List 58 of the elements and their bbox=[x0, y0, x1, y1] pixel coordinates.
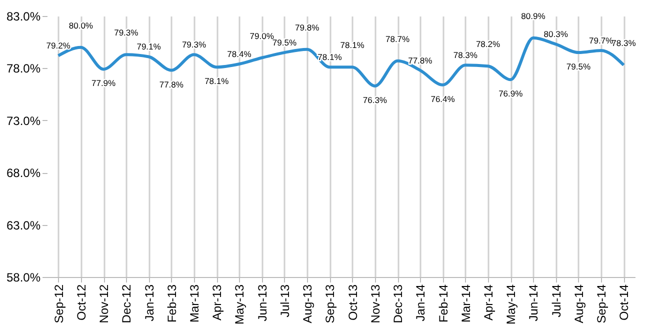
y-tick-label: 78.0% bbox=[6, 62, 41, 76]
data-label: 78.1% bbox=[318, 52, 342, 62]
data-label: 79.7% bbox=[589, 35, 614, 46]
data-label: 80.9% bbox=[521, 10, 546, 21]
x-tick-label: Jun-13 bbox=[255, 284, 270, 322]
data-label: 78.7% bbox=[385, 34, 410, 44]
data-label: 79.5% bbox=[272, 38, 297, 48]
data-label: 79.3% bbox=[114, 28, 139, 38]
x-tick-label: Apr-13 bbox=[210, 284, 224, 321]
data-label: 79.8% bbox=[295, 22, 320, 32]
y-tick-label: 68.0% bbox=[6, 166, 41, 180]
x-tick-label: Jul-14 bbox=[549, 284, 564, 318]
data-label: 80.0% bbox=[68, 20, 94, 30]
x-tick-label: Aug-14 bbox=[572, 284, 586, 324]
x-tick-label: Nov-12 bbox=[97, 284, 112, 324]
data-label: 79.1% bbox=[136, 42, 162, 52]
y-tick-label: 58.0% bbox=[6, 270, 41, 284]
x-tick-label: Mar-14 bbox=[458, 284, 473, 323]
x-tick-label: Oct-14 bbox=[617, 284, 632, 321]
x-tick-label: Jan-13 bbox=[142, 284, 156, 322]
y-tick-label: 63.0% bbox=[6, 218, 41, 232]
x-tick-label: May-13 bbox=[232, 284, 247, 325]
x-tick-label: Dec-13 bbox=[391, 284, 406, 324]
x-tick-label: Dec-12 bbox=[120, 284, 134, 324]
data-label: 78.1% bbox=[204, 76, 230, 86]
x-tick-label: Oct-12 bbox=[74, 284, 88, 321]
data-label: 78.2% bbox=[476, 39, 500, 50]
x-tick-label: May-14 bbox=[504, 284, 518, 325]
x-tick-label: Sep-14 bbox=[594, 284, 609, 324]
data-label: 79.3% bbox=[182, 40, 206, 50]
data-label: 80.3% bbox=[544, 29, 568, 40]
x-tick-label: Oct-13 bbox=[346, 284, 360, 321]
x-tick-label: Apr-14 bbox=[482, 284, 496, 321]
x-tick-label: Jul-13 bbox=[278, 284, 292, 318]
x-tick-label: Sep-13 bbox=[323, 284, 338, 324]
x-tick-label: Jan-14 bbox=[414, 284, 428, 322]
data-label: 79.5% bbox=[566, 62, 591, 72]
data-label: 78.4% bbox=[227, 49, 252, 60]
data-label: 77.8% bbox=[159, 79, 184, 90]
data-label: 78.3% bbox=[453, 50, 478, 60]
data-label: 77.8% bbox=[408, 55, 433, 66]
x-tick-label: Feb-14 bbox=[436, 284, 450, 323]
x-tick-label: Sep-12 bbox=[52, 284, 66, 324]
x-tick-label: Nov-13 bbox=[368, 284, 382, 324]
data-label: 78.1% bbox=[340, 40, 365, 50]
data-label: 79.0% bbox=[250, 30, 274, 41]
data-label: 76.9% bbox=[498, 88, 524, 99]
x-tick-label: Feb-13 bbox=[164, 284, 179, 323]
data-label: 77.9% bbox=[91, 78, 116, 88]
x-tick-label: Jun-14 bbox=[526, 284, 541, 322]
data-label: 79.2% bbox=[46, 40, 71, 51]
data-label: 76.4% bbox=[430, 94, 456, 104]
y-tick-label: 73.0% bbox=[6, 114, 41, 128]
data-label: 78.3% bbox=[612, 38, 636, 48]
y-tick-label: 83.0% bbox=[6, 10, 41, 24]
x-tick-label: Mar-13 bbox=[188, 284, 202, 323]
x-tick-label: Aug-13 bbox=[300, 284, 315, 324]
data-label: 76.3% bbox=[362, 94, 388, 105]
